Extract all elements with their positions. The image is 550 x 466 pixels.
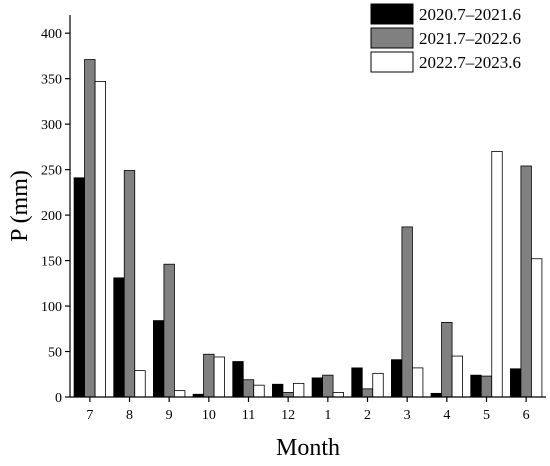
x-tick-label: 8 [126, 408, 133, 423]
bar-series-2-2 [361, 388, 374, 398]
bar-series-3-11 [253, 384, 265, 398]
x-tick-label: 11 [242, 408, 255, 423]
bar-series-1-2 [351, 367, 363, 398]
y-tick-label: 350 [41, 73, 62, 88]
y-tick-label: 300 [41, 118, 62, 133]
y-tick-label: 150 [41, 255, 62, 270]
y-ticks-group: 0 50 100 150 200 250 300 350 400 [41, 27, 70, 406]
bar-series-1-5 [470, 374, 482, 398]
bar-series-2-3 [401, 226, 413, 398]
bars-group [73, 59, 543, 398]
x-tick-label: 4 [443, 408, 450, 423]
x-tick-label: 5 [483, 408, 490, 423]
bar-series-3-2 [372, 372, 384, 398]
bar-series-3-12 [293, 382, 305, 398]
legend: 2020.7–2021.6 2021.7–2022.6 2022.7–2023.6 [369, 2, 546, 76]
bar-series-1-9 [153, 320, 165, 398]
y-axis-title: P (mm) [7, 170, 33, 242]
x-tick-label: 1 [324, 408, 331, 423]
bar-series-3-3 [412, 367, 424, 398]
bar-series-2-7 [84, 59, 96, 398]
bar-series-3-10 [213, 356, 225, 398]
bar-series-2-11 [242, 379, 255, 398]
y-tick-label: 200 [41, 209, 62, 224]
bar-series-1-3 [391, 359, 403, 398]
bar-series-3-6 [531, 258, 543, 398]
x-tick-label: 10 [202, 408, 216, 423]
bar-series-1-7 [73, 177, 85, 398]
bar-series-1-12 [272, 383, 284, 398]
bar-series-2-8 [123, 170, 136, 398]
y-tick-label: 0 [55, 391, 62, 406]
x-ticks-group: 7 8 9 10 11 12 1 2 3 4 5 6 [86, 397, 530, 423]
bar-series-3-5 [491, 151, 503, 398]
bar-series-2-10 [203, 353, 215, 398]
y-tick-label: 100 [41, 300, 62, 315]
y-tick-label: 250 [41, 164, 62, 179]
bar-series-2-4 [441, 322, 453, 398]
legend-label-1: 2020.7–2021.6 [419, 5, 521, 24]
legend-label-2: 2021.7–2022.6 [419, 29, 521, 48]
x-tick-label: 9 [166, 408, 173, 423]
legend-swatch-1 [370, 3, 414, 25]
x-tick-label: 2 [364, 408, 371, 423]
bar-series-1-1 [311, 377, 323, 398]
bar-series-2-9 [163, 263, 175, 398]
x-tick-label: 3 [404, 408, 411, 423]
bar-series-2-12 [282, 392, 294, 398]
y-tick-label: 50 [48, 346, 62, 361]
bar-series-1-6 [510, 368, 522, 398]
x-axis-title: Month [276, 435, 340, 461]
bar-series-3-7 [94, 80, 106, 398]
x-tick-label: 12 [281, 408, 295, 423]
x-tick-label: 6 [523, 408, 530, 423]
bar-series-3-4 [451, 355, 463, 398]
x-tick-label: 7 [86, 408, 93, 423]
bar-series-1-8 [113, 277, 125, 398]
bar-series-1-11 [232, 361, 244, 398]
bar-series-2-1 [322, 374, 334, 398]
bar-series-2-6 [520, 165, 532, 398]
legend-swatch-2 [370, 27, 414, 49]
bar-series-2-5 [480, 375, 493, 398]
bar-series-3-9 [174, 390, 186, 398]
bar-series-3-8 [134, 370, 146, 398]
y-tick-label: 400 [41, 27, 62, 42]
legend-swatch-3 [370, 51, 414, 73]
bar-series-3-1 [332, 392, 344, 398]
legend-label-3: 2022.7–2023.6 [419, 53, 521, 72]
